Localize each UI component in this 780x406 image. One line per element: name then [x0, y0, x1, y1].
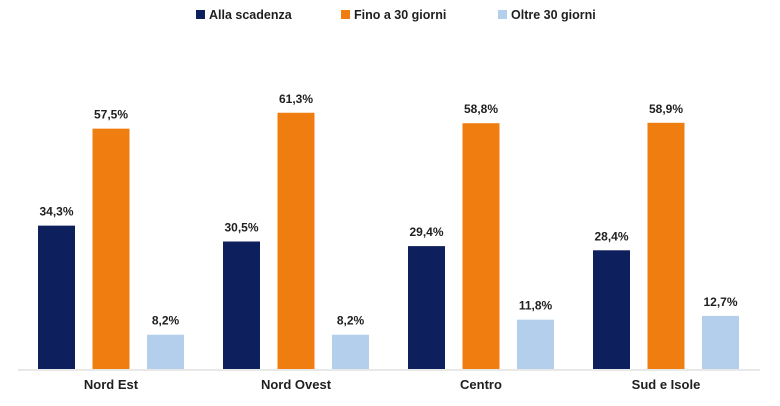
- data-label: 29,4%: [409, 225, 443, 239]
- data-labels-group: 34,3% 57,5% 8,2% 30,5% 61,3% 8,2% 29,4% 58,8% 11…: [39, 92, 737, 328]
- data-label: 34,3%: [39, 205, 73, 219]
- legend-item: Alla scadenza: [196, 8, 293, 22]
- x-axis-tick-labels: Nord Est Nord Ovest Centro Sud e Isole: [84, 377, 700, 392]
- x-tick-label: Nord Ovest: [261, 377, 332, 392]
- bar-2-1: [92, 128, 130, 369]
- bar-1-3: [408, 246, 445, 369]
- bar-1-2: [223, 241, 260, 369]
- bar-3-2: [332, 334, 369, 369]
- chart-legend: Alla scadenza Fino a 30 giorni Oltre 30 gi…: [196, 8, 596, 22]
- data-label: 57,5%: [94, 108, 128, 122]
- data-label: 11,8%: [519, 299, 553, 313]
- data-label: 61,3%: [279, 92, 313, 106]
- legend-label: Alla scadenza: [209, 8, 293, 22]
- bar-3-3: [517, 319, 554, 369]
- legend-swatch: [341, 10, 350, 19]
- data-label: 30,5%: [224, 221, 258, 235]
- bar-2-2: [277, 112, 315, 370]
- data-label: 8,2%: [152, 314, 180, 328]
- legend-swatch: [196, 10, 205, 19]
- x-tick-label: Nord Est: [84, 377, 139, 392]
- bar-3-1: [147, 334, 184, 369]
- data-label: 8,2%: [337, 314, 365, 328]
- data-label: 58,9%: [649, 102, 683, 116]
- legend-item: Oltre 30 giorni: [498, 8, 596, 22]
- bar-2-4: [647, 122, 685, 369]
- x-tick-label: Centro: [460, 377, 502, 392]
- legend-label: Fino a 30 giorni: [354, 8, 446, 22]
- data-label: 28,4%: [594, 229, 628, 243]
- bar-3-4: [702, 315, 739, 369]
- bar-2-3: [462, 123, 500, 369]
- data-label: 12,7%: [703, 295, 737, 309]
- legend-label: Oltre 30 giorni: [511, 8, 596, 22]
- bar-1-4: [593, 250, 630, 369]
- bars-group: [38, 112, 739, 370]
- legend-item: Fino a 30 giorni: [341, 8, 446, 22]
- x-tick-label: Sud e Isole: [632, 377, 701, 392]
- bar-1-1: [38, 225, 75, 369]
- legend-swatch: [498, 10, 507, 19]
- data-label: 58,8%: [464, 102, 498, 116]
